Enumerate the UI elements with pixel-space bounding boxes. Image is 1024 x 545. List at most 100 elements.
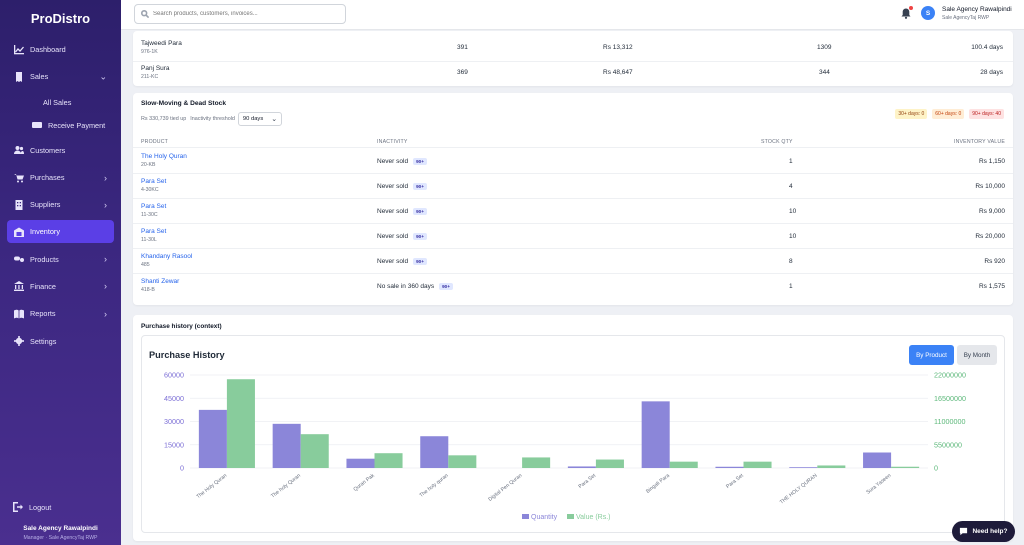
warehouse-icon [13,226,24,237]
notification-bell-icon[interactable] [901,6,913,19]
sidebar-user: Sale Agency Rawalpindi Manager · Sale Ag… [0,525,121,541]
top-user-name: Sale Agency Rawalpindi [942,6,1012,13]
inventory-value: Rs 10,000 [975,183,1005,190]
stock-qty: 4 [789,183,793,190]
top-user-info[interactable]: Sale Agency Rawalpindi Sale AgencyTaj RW… [942,6,1012,21]
top-bar: S Sale Agency Rawalpindi Sale AgencyTaj … [121,0,1024,30]
y-left-tick-label: 45000 [164,394,184,403]
product-link[interactable]: The Holy Quran [141,153,187,160]
bar-value [595,459,624,468]
table-row[interactable]: Tajweedi Para 976-1K 391 Rs 13,312 1309 … [133,37,1013,62]
sidebar-item-purchases[interactable]: Purchases › [0,164,121,191]
stock-qty: 10 [789,233,797,240]
sidebar-item-label: Sales [30,72,49,82]
table-row[interactable]: Shanti Zewar 418-B No sale in 360 days 90+ 1… [133,274,1013,299]
sidebar-item-finance[interactable]: Finance › [0,273,121,300]
by-product-button[interactable]: By Product [909,345,954,365]
sidebar-item-all-sales[interactable]: All Sales [0,91,121,114]
days-cover: 100.4 days [971,44,1003,51]
stock-qty: 10 [789,208,797,215]
x-tick-label: Digital Pen Quran [487,473,523,503]
sidebar-item-reports[interactable]: Reports › [0,300,121,327]
sidebar-item-label: Settings [30,336,57,346]
pills-icon [13,254,24,265]
sidebar-item-label: Products [30,254,59,264]
product-link[interactable]: Para Set [141,228,167,235]
y-right-tick-label: 0 [934,464,938,473]
sales-value: Rs 13,312 [603,44,633,51]
purchase-history-chart: 0 15000 30000 45000 60000 0 5500000 11000000 165… [164,371,966,521]
product-link[interactable]: Para Set [141,178,167,185]
sidebar-item-suppliers[interactable]: Suppliers › [0,191,121,218]
tied-up-amount: Rs 330,739 tied up [141,116,187,122]
bar-quantity [715,466,744,468]
bar-value [522,457,551,468]
fast-moving-card: Tajweedi Para 976-1K 391 Rs 13,312 1309 … [133,31,1013,86]
chevron-right-icon: › [104,281,107,292]
age-badge: 90+ [413,208,427,215]
stock-qty: 1309 [817,44,832,51]
table-row[interactable]: Para Set 11-30C Never sold 90+ 10 Rs 9,000 [133,199,1013,224]
sidebar-item-customers[interactable]: Customers [0,137,121,164]
table-row[interactable]: The Holy Quran 20-KB Never sold 90+ 1 Rs 1,15… [133,149,1013,174]
logout-button[interactable]: Logout [13,502,51,512]
search-box[interactable] [134,4,346,24]
product-code: 11-30C [141,212,158,218]
x-tick-label: Para Set [725,473,745,490]
sidebar-item-sales[interactable]: Sales ⌄ [0,63,121,90]
logout-icon [13,502,23,512]
by-month-button[interactable]: By Month [957,345,997,365]
inactivity-text: Never sold [377,233,409,241]
product-name: Panj Sura [141,65,170,72]
inventory-value: Rs 920 [984,258,1005,265]
chart-title: Purchase History [149,350,225,360]
stock-qty: 1 [789,158,793,165]
product-code: 4-30KC [141,187,159,193]
bar-quantity [420,436,449,468]
table-row[interactable]: Para Set 4-30KC Never sold 90+ 4 Rs 10,000 [133,174,1013,199]
product-link[interactable]: Shanti Zewar [141,278,180,285]
threshold-select[interactable]: 90 days ⌄ [237,112,283,126]
bar-value [300,434,329,468]
sidebar-item-dashboard[interactable]: Dashboard [0,36,121,63]
product-code: 976-1K [141,49,158,55]
inactivity-text: Never sold [377,158,409,166]
age-badges: 30+ days: 0 60+ days: 0 90+ days: 40 [892,109,1004,119]
sidebar-user-role: Manager · Sale AgencyTaj RWP [23,535,98,541]
bar-quantity [789,467,818,468]
avatar[interactable]: S [921,6,935,20]
sidebar-item-label: Finance [30,281,56,291]
threshold-value: 90 days [242,116,264,122]
notification-dot [909,6,913,10]
table-row[interactable]: Para Set 11-30L Never sold 90+ 10 Rs 20,000 [133,224,1013,249]
age-badge-90: 90+ days: 40 [969,109,1004,119]
y-right-tick-label: 11000000 [934,417,965,426]
age-badge: 90+ [439,283,453,290]
sidebar-item-inventory[interactable]: Inventory [7,220,114,244]
legend-label: Quantity [531,514,558,521]
receipt-icon [13,71,24,82]
sidebar-nav: Dashboard Sales ⌄ All Sales Receive Paym… [0,36,121,355]
sidebar-item-settings[interactable]: Settings [0,327,121,354]
sidebar-item-receive-payment[interactable]: Receive Payment [0,114,121,137]
sidebar-item-products[interactable]: Products › [0,245,121,272]
sidebar-item-label: Customers [30,145,66,155]
chevron-right-icon: › [104,254,107,265]
search-input[interactable] [153,11,333,17]
product-link[interactable]: Khandany Rasool [141,253,193,260]
col-inactivity: INACTIVITY [377,139,408,145]
bar-value [891,466,920,468]
col-product: PRODUCT [141,139,169,145]
sidebar-item-label: Suppliers [30,200,61,210]
section-title: Slow-Moving & Dead Stock [141,100,226,107]
table-row[interactable]: Panj Sura 211-KC 369 Rs 48,647 344 28 da… [133,62,1013,86]
product-code: 211-KC [141,74,159,80]
need-help-button[interactable]: Need help? [952,521,1015,542]
search-icon [141,10,149,18]
y-left-tick-label: 0 [180,464,184,473]
app-logo[interactable]: ProDistro [30,10,91,26]
sold-qty: 369 [457,69,468,76]
sidebar-item-label: Reports [30,309,56,319]
product-link[interactable]: Para Set [141,203,167,210]
table-row[interactable]: Khandany Rasool 485 Never sold 90+ 8 Rs 920 [133,249,1013,274]
